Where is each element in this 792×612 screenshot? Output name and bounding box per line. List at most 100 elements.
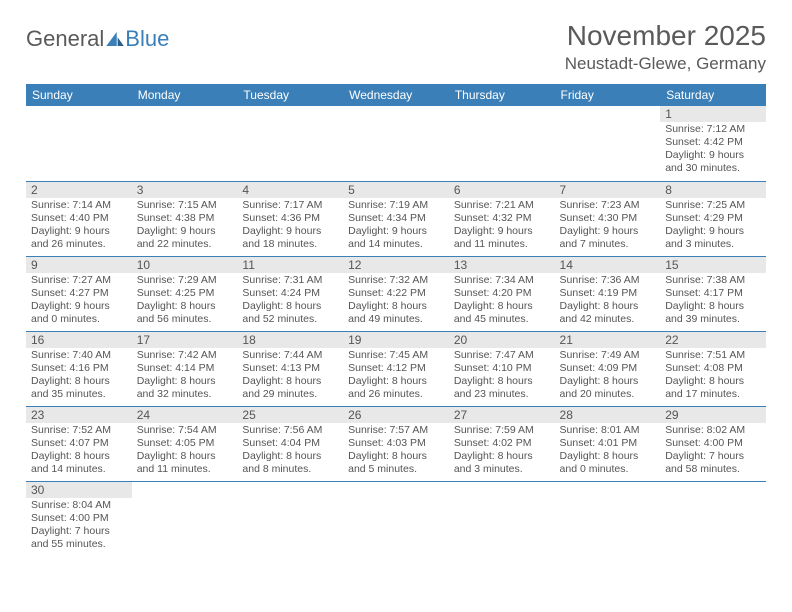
calendar-day-cell: [237, 106, 343, 181]
day-info-line: Sunrise: 7:31 AM: [242, 274, 338, 287]
day-info-line: Daylight: 8 hours: [31, 375, 127, 388]
day-number: 7: [555, 182, 661, 198]
day-info-line: Sunrise: 7:19 AM: [348, 199, 444, 212]
calendar-day-cell: 16Sunrise: 7:40 AMSunset: 4:16 PMDayligh…: [26, 331, 132, 406]
day-info-line: and 0 minutes.: [31, 313, 127, 326]
day-info-line: Sunset: 4:13 PM: [242, 362, 338, 375]
day-info-line: Daylight: 8 hours: [242, 450, 338, 463]
day-info-line: and 5 minutes.: [348, 463, 444, 476]
day-info-line: Sunset: 4:00 PM: [31, 512, 127, 525]
day-header: Friday: [555, 84, 661, 106]
day-body: Sunrise: 7:56 AMSunset: 4:04 PMDaylight:…: [237, 423, 343, 479]
day-body: Sunrise: 7:25 AMSunset: 4:29 PMDaylight:…: [660, 198, 766, 254]
calendar-day-cell: 9Sunrise: 7:27 AMSunset: 4:27 PMDaylight…: [26, 256, 132, 331]
calendar-day-cell: 19Sunrise: 7:45 AMSunset: 4:12 PMDayligh…: [343, 331, 449, 406]
day-info-line: Sunset: 4:38 PM: [137, 212, 233, 225]
day-info-line: Sunrise: 7:14 AM: [31, 199, 127, 212]
day-info-line: and 8 minutes.: [242, 463, 338, 476]
day-info-line: Sunrise: 7:42 AM: [137, 349, 233, 362]
day-number: 26: [343, 407, 449, 423]
day-info-line: Daylight: 8 hours: [348, 450, 444, 463]
day-body: Sunrise: 7:31 AMSunset: 4:24 PMDaylight:…: [237, 273, 343, 329]
day-info-line: Sunrise: 7:38 AM: [665, 274, 761, 287]
calendar-day-cell: 14Sunrise: 7:36 AMSunset: 4:19 PMDayligh…: [555, 256, 661, 331]
day-number: 28: [555, 407, 661, 423]
day-body: Sunrise: 7:44 AMSunset: 4:13 PMDaylight:…: [237, 348, 343, 404]
day-info-line: Daylight: 7 hours: [31, 525, 127, 538]
day-info-line: and 20 minutes.: [560, 388, 656, 401]
calendar-day-cell: 8Sunrise: 7:25 AMSunset: 4:29 PMDaylight…: [660, 181, 766, 256]
day-info-line: Daylight: 8 hours: [31, 450, 127, 463]
day-info-line: Daylight: 8 hours: [137, 450, 233, 463]
day-info-line: and 0 minutes.: [560, 463, 656, 476]
day-info-line: Sunrise: 7:51 AM: [665, 349, 761, 362]
calendar-body: 1Sunrise: 7:12 AMSunset: 4:42 PMDaylight…: [26, 106, 766, 556]
day-info-line: and 30 minutes.: [665, 162, 761, 175]
day-info-line: Sunset: 4:25 PM: [137, 287, 233, 300]
day-info-line: Sunset: 4:16 PM: [31, 362, 127, 375]
day-info-line: Sunrise: 7:57 AM: [348, 424, 444, 437]
calendar-day-cell: [660, 481, 766, 556]
day-header: Wednesday: [343, 84, 449, 106]
day-header: Sunday: [26, 84, 132, 106]
logo: General Blue: [26, 26, 169, 52]
day-number: 27: [449, 407, 555, 423]
day-body: Sunrise: 7:38 AMSunset: 4:17 PMDaylight:…: [660, 273, 766, 329]
day-info-line: Sunrise: 7:40 AM: [31, 349, 127, 362]
day-body: Sunrise: 7:14 AMSunset: 4:40 PMDaylight:…: [26, 198, 132, 254]
day-body: Sunrise: 7:57 AMSunset: 4:03 PMDaylight:…: [343, 423, 449, 479]
day-number: 6: [449, 182, 555, 198]
day-info-line: Sunrise: 7:27 AM: [31, 274, 127, 287]
day-info-line: Sunset: 4:10 PM: [454, 362, 550, 375]
day-info-line: Sunset: 4:08 PM: [665, 362, 761, 375]
day-number: 13: [449, 257, 555, 273]
calendar-week-row: 16Sunrise: 7:40 AMSunset: 4:16 PMDayligh…: [26, 331, 766, 406]
day-body: Sunrise: 7:12 AMSunset: 4:42 PMDaylight:…: [660, 122, 766, 178]
calendar-day-cell: 21Sunrise: 7:49 AMSunset: 4:09 PMDayligh…: [555, 331, 661, 406]
day-info-line: Sunrise: 7:44 AM: [242, 349, 338, 362]
day-info-line: Sunrise: 7:45 AM: [348, 349, 444, 362]
day-info-line: Sunset: 4:12 PM: [348, 362, 444, 375]
calendar-day-cell: [343, 106, 449, 181]
day-info-line: Sunset: 4:29 PM: [665, 212, 761, 225]
calendar-day-cell: 28Sunrise: 8:01 AMSunset: 4:01 PMDayligh…: [555, 406, 661, 481]
day-number: 29: [660, 407, 766, 423]
calendar-day-cell: [555, 481, 661, 556]
day-number: 5: [343, 182, 449, 198]
day-info-line: and 14 minutes.: [31, 463, 127, 476]
day-info-line: Daylight: 8 hours: [348, 300, 444, 313]
day-info-line: Sunset: 4:03 PM: [348, 437, 444, 450]
calendar-week-row: 9Sunrise: 7:27 AMSunset: 4:27 PMDaylight…: [26, 256, 766, 331]
calendar-day-cell: [132, 481, 238, 556]
calendar-day-cell: 26Sunrise: 7:57 AMSunset: 4:03 PMDayligh…: [343, 406, 449, 481]
day-info-line: Sunset: 4:36 PM: [242, 212, 338, 225]
day-info-line: Sunset: 4:02 PM: [454, 437, 550, 450]
day-info-line: and 29 minutes.: [242, 388, 338, 401]
day-info-line: and 32 minutes.: [137, 388, 233, 401]
day-number: 9: [26, 257, 132, 273]
day-number: 3: [132, 182, 238, 198]
day-info-line: and 45 minutes.: [454, 313, 550, 326]
calendar-day-cell: [132, 106, 238, 181]
day-info-line: and 39 minutes.: [665, 313, 761, 326]
calendar-day-cell: 2Sunrise: 7:14 AMSunset: 4:40 PMDaylight…: [26, 181, 132, 256]
day-info-line: and 55 minutes.: [31, 538, 127, 551]
day-info-line: Sunrise: 7:32 AM: [348, 274, 444, 287]
day-number: 30: [26, 482, 132, 498]
day-info-line: Daylight: 8 hours: [454, 300, 550, 313]
day-number: 14: [555, 257, 661, 273]
calendar-day-cell: 24Sunrise: 7:54 AMSunset: 4:05 PMDayligh…: [132, 406, 238, 481]
day-body: Sunrise: 8:02 AMSunset: 4:00 PMDaylight:…: [660, 423, 766, 479]
day-info-line: Sunrise: 7:54 AM: [137, 424, 233, 437]
day-body: Sunrise: 7:36 AMSunset: 4:19 PMDaylight:…: [555, 273, 661, 329]
day-info-line: Sunset: 4:24 PM: [242, 287, 338, 300]
day-info-line: Sunset: 4:30 PM: [560, 212, 656, 225]
day-number: 8: [660, 182, 766, 198]
page-header: General Blue November 2025 Neustadt-Glew…: [26, 20, 766, 74]
title-block: November 2025 Neustadt-Glewe, Germany: [565, 20, 766, 74]
day-number: 24: [132, 407, 238, 423]
day-info-line: and 23 minutes.: [454, 388, 550, 401]
day-body: Sunrise: 7:59 AMSunset: 4:02 PMDaylight:…: [449, 423, 555, 479]
day-number: 22: [660, 332, 766, 348]
day-info-line: Sunrise: 7:52 AM: [31, 424, 127, 437]
